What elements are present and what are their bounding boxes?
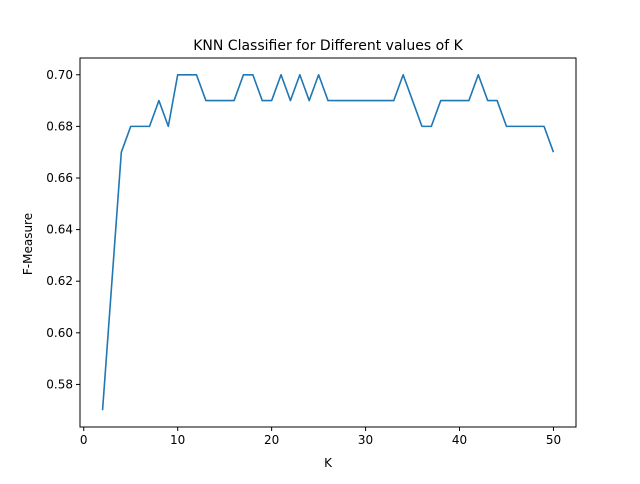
series-line	[101, 73, 555, 411]
x-tick-label: 20	[264, 433, 279, 447]
y-axis-label: F-Measure	[21, 213, 35, 275]
x-tick-label: 40	[452, 433, 467, 447]
y-tick-label: 0.66	[46, 171, 73, 185]
y-tick-label: 0.70	[46, 68, 73, 82]
plot-area-frame	[79, 57, 577, 428]
x-tick-label: 0	[80, 433, 88, 447]
y-tick-label: 0.58	[46, 377, 73, 391]
x-tick-label: 50	[546, 433, 561, 447]
series-layer	[101, 73, 555, 411]
y-tick-label: 0.64	[46, 223, 73, 237]
x-axis-label: K	[324, 456, 333, 470]
y-tick-label: 0.68	[46, 119, 73, 133]
axis-ticks: 0 10 20 30 40 50 0.58 0.60 0.62 0.64 0.66 0.68 0.70	[46, 68, 561, 447]
x-tick-label: 30	[358, 433, 373, 447]
y-tick-label: 0.62	[46, 274, 73, 288]
chart-title: KNN Classifier for Different values of K	[193, 38, 463, 54]
x-tick-label: 10	[170, 433, 185, 447]
y-tick-label: 0.60	[46, 326, 73, 340]
